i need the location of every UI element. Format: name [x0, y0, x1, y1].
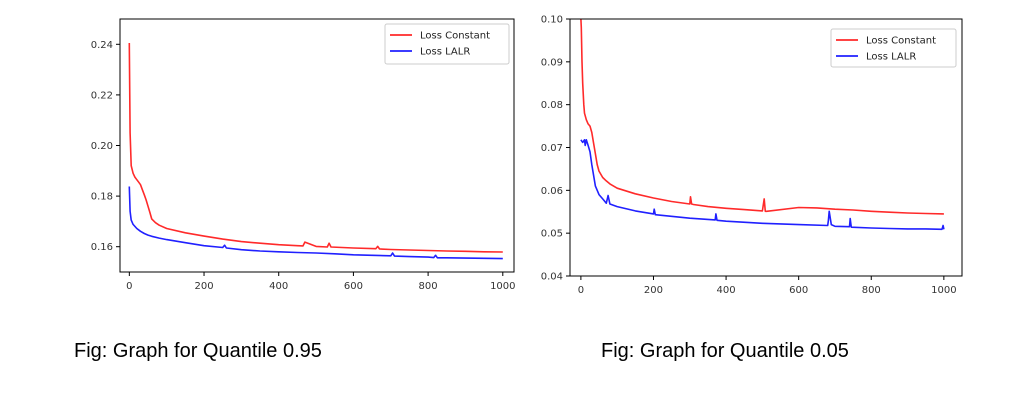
x-tick-label: 200	[644, 285, 663, 296]
chart-quantile-095: 0 200 400 600 800 1000 0.16 0.18 0.20 0.22 0.24 Los…	[91, 18, 516, 292]
series-line-loss-constant	[580, 19, 944, 215]
y-tick-label: 0.08	[541, 100, 563, 111]
x-tick-label: 600	[789, 285, 808, 296]
series-line-loss-lalr	[128, 186, 503, 260]
series-lines	[128, 42, 503, 260]
legend-label-loss-constant: Loss Constant	[420, 31, 490, 42]
legend-label-loss-constant: Loss Constant	[866, 36, 936, 47]
y-tick-label: 0.24	[91, 40, 113, 51]
chart-quantile-005: 0 200 400 600 800 1000 0.04 0.05 0.06 0.07 0.08 0.0…	[541, 15, 963, 296]
caption-quantile-095: Fig: Graph for Quantile 0.95	[74, 340, 322, 362]
y-tick-label: 0.09	[541, 57, 563, 68]
y-tick-label: 0.07	[541, 143, 563, 154]
y-tick-label: 0.04	[541, 272, 563, 283]
y-tick-label: 0.16	[91, 242, 113, 253]
caption-quantile-005: Fig: Graph for Quantile 0.05	[601, 340, 849, 362]
x-tick-label: 800	[419, 281, 438, 292]
y-tick-label: 0.06	[541, 186, 563, 197]
y-tick-label: 0.20	[91, 141, 113, 152]
x-tick-label: 0	[578, 285, 584, 296]
legend-box	[830, 28, 957, 68]
x-tick-label: 1000	[490, 281, 515, 292]
x-tick-label: 400	[717, 285, 736, 296]
legend-box	[384, 23, 510, 65]
x-tick-label: 800	[862, 285, 881, 296]
x-tick-label: 0	[126, 281, 132, 292]
y-tick-label: 0.22	[91, 90, 113, 101]
x-tick-label: 200	[194, 281, 213, 292]
legend-label-loss-lalr: Loss LALR	[866, 52, 916, 63]
y-tick-label: 0.10	[541, 15, 563, 26]
x-tick-label: 400	[269, 281, 288, 292]
legend: Loss Constant Loss LALR	[384, 23, 510, 65]
y-tick-label: 0.05	[541, 229, 563, 240]
x-tick-label: 1000	[931, 285, 956, 296]
legend-label-loss-lalr: Loss LALR	[420, 47, 470, 58]
x-tick-label: 600	[344, 281, 363, 292]
legend: Loss Constant Loss LALR	[830, 28, 957, 68]
series-lines	[580, 19, 945, 231]
y-tick-label: 0.18	[91, 192, 113, 203]
series-line-loss-constant	[128, 42, 503, 253]
series-line-loss-lalr	[580, 139, 945, 231]
